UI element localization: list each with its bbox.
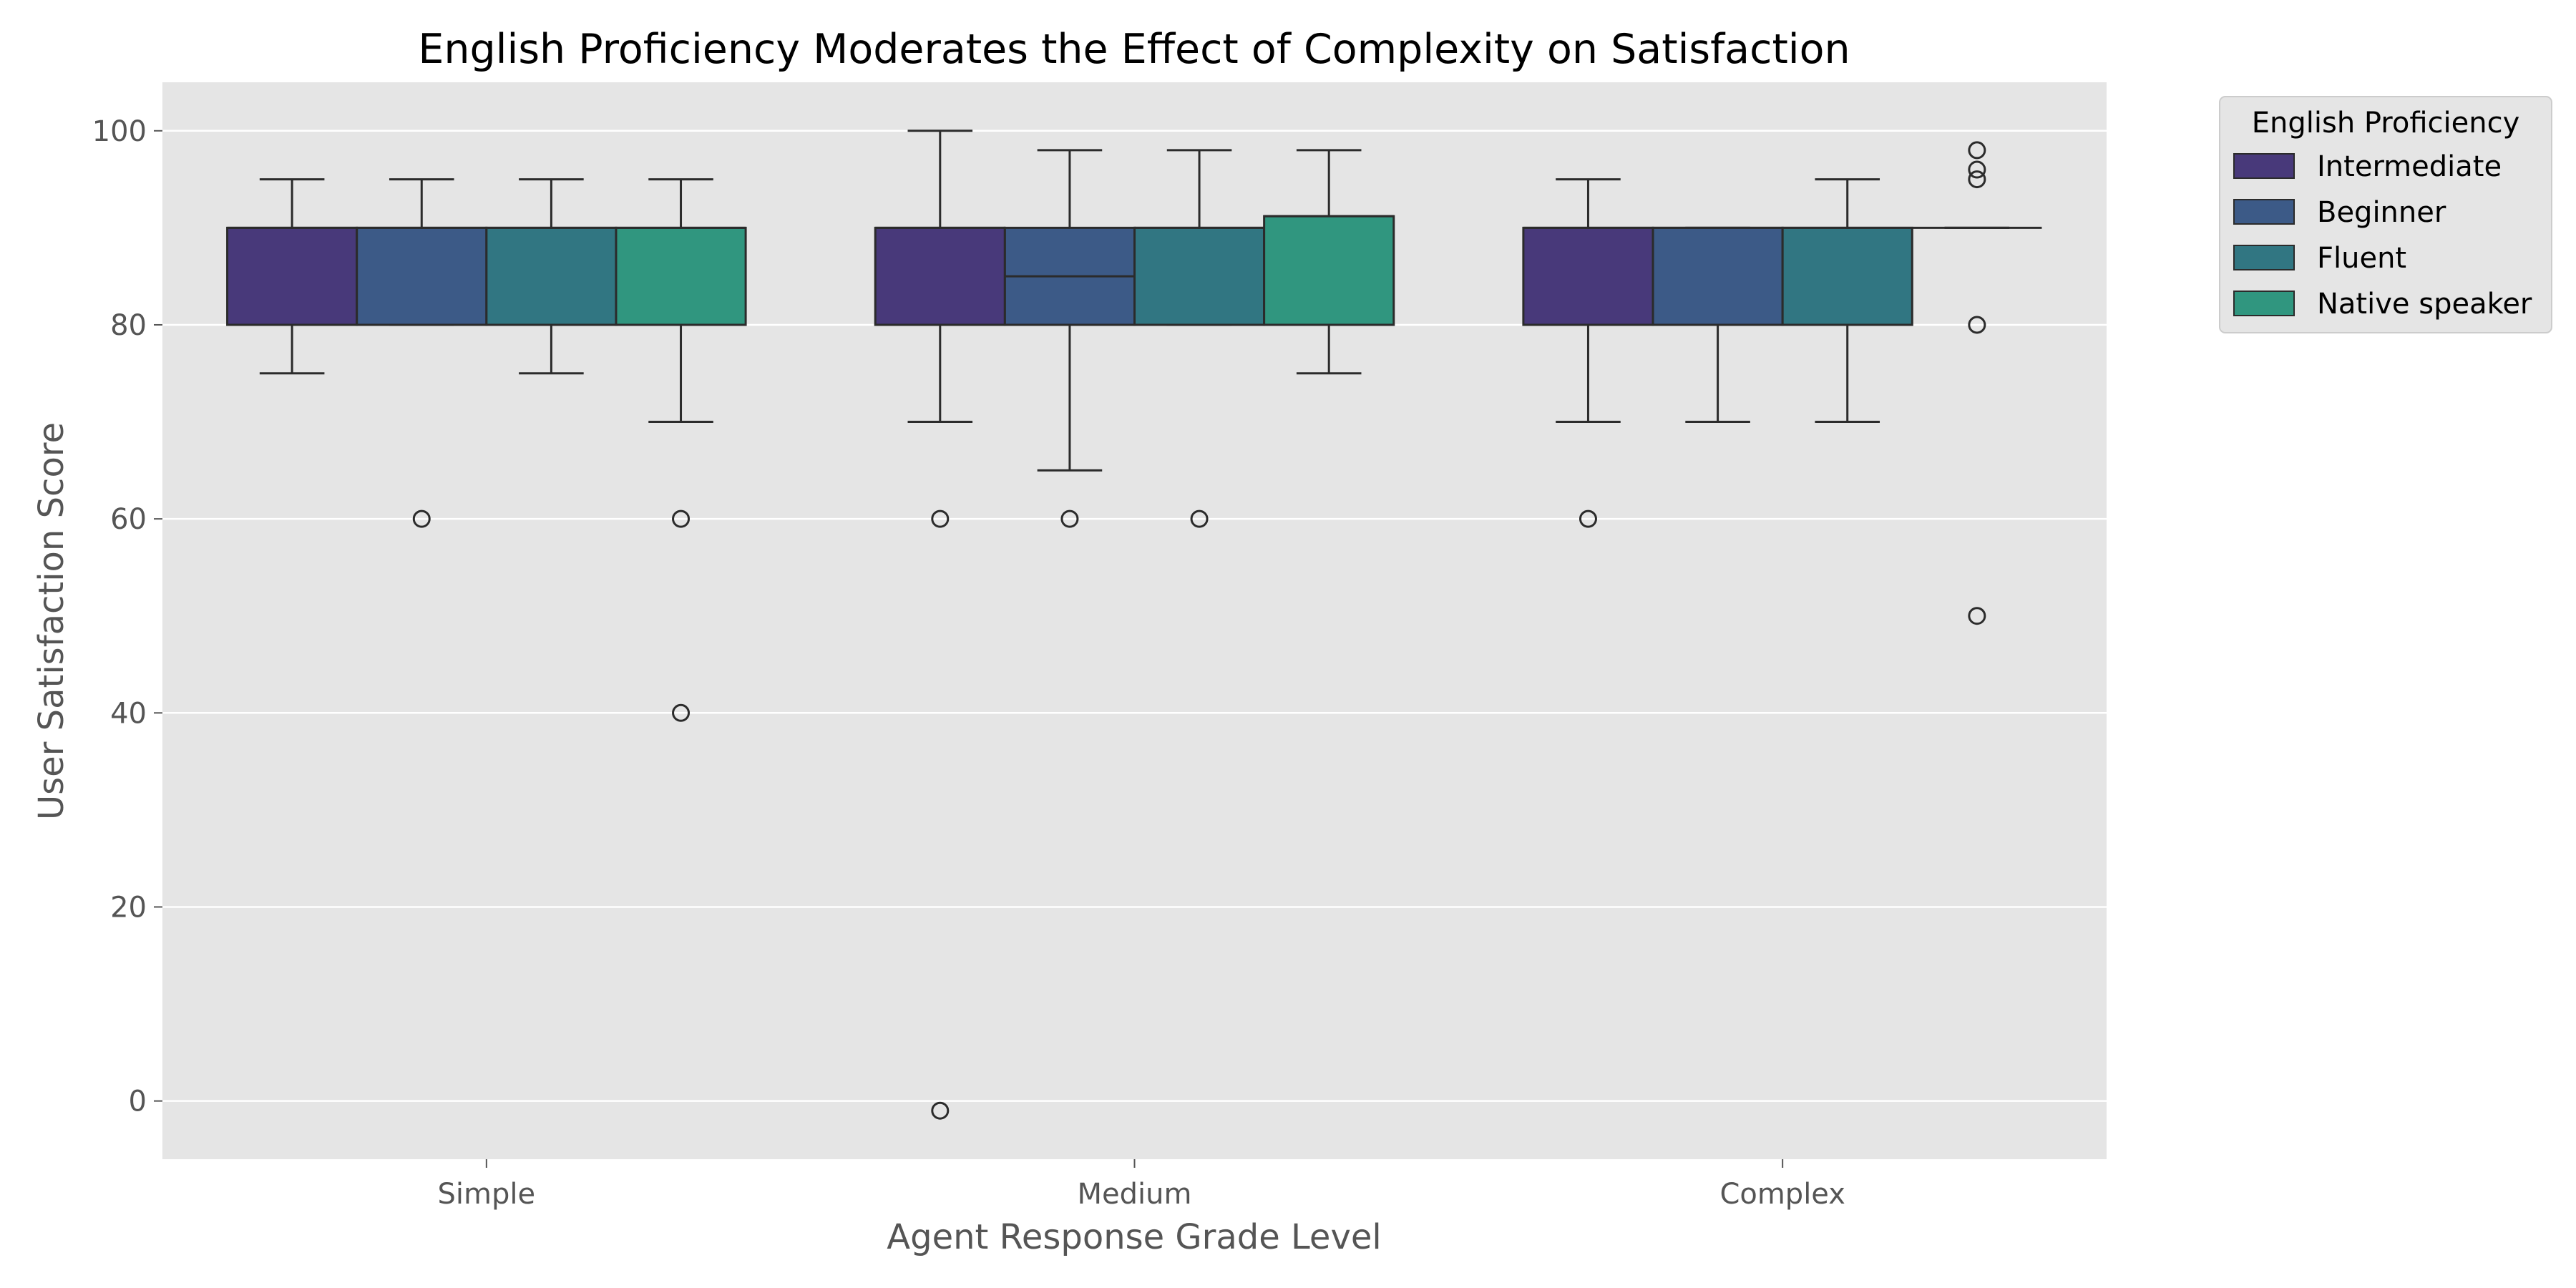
x-axis-ticks: Simple Medium Complex — [438, 1159, 1845, 1211]
box-group — [1652, 226, 1784, 424]
outlier-point — [1968, 170, 1986, 189]
outlier-point — [672, 509, 691, 528]
box-rect — [1522, 226, 1654, 326]
chart-title: English Proficiency Moderates the Effect… — [418, 26, 1850, 73]
box-rect — [226, 226, 358, 326]
outlier-point — [1060, 509, 1079, 528]
grid-lines — [162, 130, 2107, 1102]
box-group — [874, 130, 1006, 1120]
outlier-point — [412, 509, 431, 528]
box-rect — [356, 226, 488, 326]
legend-label: Fluent — [2317, 242, 2406, 275]
box-group — [226, 178, 358, 375]
outlier-point — [1190, 509, 1209, 528]
legend: English Proficiency Intermediate Beginner… — [2219, 96, 2552, 333]
legend-swatch — [2233, 199, 2295, 225]
legend-swatch — [2233, 291, 2295, 316]
outlier-point — [1968, 160, 1986, 179]
box-group — [1133, 149, 1266, 528]
box-rect — [1652, 226, 1784, 326]
outlier-point — [1579, 509, 1597, 528]
legend-swatch — [2233, 245, 2295, 270]
legend-title: English Proficiency — [2252, 107, 2520, 140]
box-group — [485, 178, 618, 375]
y-tick-label: 0 — [129, 1085, 147, 1118]
box-series — [226, 130, 2042, 1120]
y-axis-ticks: 0 20 40 60 80 100 — [92, 115, 162, 1118]
legend-entries: Intermediate Beginner Fluent Native speaker — [2233, 150, 2532, 321]
x-tick-label: Complex — [1719, 1178, 1845, 1211]
box-rect — [615, 226, 747, 326]
y-tick-label: 20 — [110, 891, 147, 924]
legend-label: Intermediate — [2317, 150, 2502, 183]
x-axis-label: Agent Response Grade Level — [887, 1217, 1381, 1257]
y-tick-label: 40 — [110, 697, 147, 730]
x-tick-label: Medium — [1078, 1178, 1192, 1211]
box-group — [1781, 178, 1913, 424]
y-tick-label: 60 — [110, 503, 147, 536]
box-group — [1912, 141, 2042, 625]
legend-label: Beginner — [2317, 196, 2446, 229]
box-group — [1263, 149, 1395, 375]
outlier-point — [931, 1101, 950, 1120]
outlier-point — [1968, 316, 1986, 334]
legend-label: Native speaker — [2317, 288, 2532, 321]
x-tick-label: Simple — [438, 1178, 536, 1211]
box-rect — [1133, 226, 1266, 326]
box-rect — [1781, 226, 1913, 326]
y-tick-label: 80 — [110, 309, 147, 342]
y-tick-label: 100 — [92, 115, 147, 148]
legend-frame — [2219, 96, 2552, 333]
box-group — [615, 178, 747, 722]
box-rect — [1263, 215, 1395, 326]
legend-swatch — [2233, 153, 2295, 179]
outlier-point — [1968, 141, 1986, 160]
y-axis-label: User Satisfaction Score — [31, 422, 72, 820]
box-group — [1003, 149, 1136, 528]
box-rect — [874, 226, 1006, 326]
outlier-point — [1968, 607, 1986, 625]
outlier-point — [672, 703, 691, 722]
box-rect — [485, 226, 618, 326]
outlier-point — [931, 509, 950, 528]
